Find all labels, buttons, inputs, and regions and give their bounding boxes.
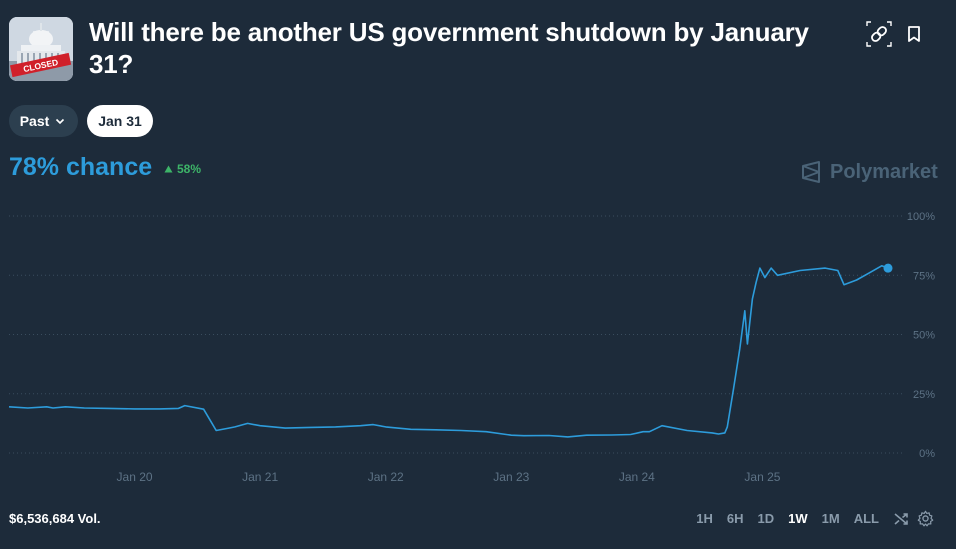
bookmark-button[interactable] xyxy=(897,17,931,51)
bookmark-icon xyxy=(908,26,920,42)
y-tick-label: 100% xyxy=(907,211,935,223)
triangle-up-icon xyxy=(164,165,173,173)
range-all-button[interactable]: ALL xyxy=(853,511,879,526)
link-icon xyxy=(866,21,892,47)
chance-value: 78% chance xyxy=(9,153,153,181)
volume-label: $6,536,684 Vol. xyxy=(9,511,101,526)
x-tick-label: Jan 22 xyxy=(368,470,404,484)
range-1d-button[interactable]: 1D xyxy=(757,511,775,526)
chance-change-value: 58% xyxy=(177,162,202,176)
y-tick-label: 75% xyxy=(913,270,935,282)
latest-point xyxy=(883,263,893,273)
range-selector: 1H 6H 1D 1W 1M ALL xyxy=(689,509,934,528)
range-6h-button[interactable]: 6H xyxy=(726,511,744,526)
copy-link-button[interactable] xyxy=(862,17,896,51)
chance-change: 58% xyxy=(164,162,201,176)
x-tick-label: Jan 23 xyxy=(493,470,529,484)
settings-button[interactable] xyxy=(916,510,934,528)
x-tick-label: Jan 24 xyxy=(619,470,655,484)
capitol-image: CLOSED xyxy=(9,17,73,81)
x-tick-label: Jan 21 xyxy=(242,470,278,484)
past-label: Past xyxy=(19,113,50,129)
y-tick-label: 0% xyxy=(919,448,935,460)
brand-name: Polymarket xyxy=(830,160,938,183)
chance-series-line xyxy=(8,265,889,438)
date-pill-jan-31[interactable]: Jan 31 xyxy=(87,105,153,137)
range-1m-button[interactable]: 1M xyxy=(821,511,840,526)
y-tick-label: 25% xyxy=(913,389,935,401)
polymarket-logo-icon xyxy=(802,161,820,183)
shuffle-icon xyxy=(894,512,908,525)
range-1h-button[interactable]: 1H xyxy=(696,511,713,526)
price-chart: 100% 75% 50% 25% 0% Jan 20 Jan 21 Jan 22 Jan 23… xyxy=(8,211,935,484)
x-tick-label: Jan 25 xyxy=(744,470,780,484)
past-dropdown[interactable]: Past xyxy=(9,105,78,137)
page-title: Will there be another US government shut… xyxy=(89,17,809,79)
x-tick-label: Jan 20 xyxy=(117,470,153,484)
polymarket-watermark: Polymarket xyxy=(800,160,938,184)
shuffle-button[interactable] xyxy=(892,510,910,528)
gear-icon xyxy=(917,510,933,527)
y-tick-label: 50% xyxy=(913,330,935,342)
market-thumbnail: CLOSED xyxy=(9,17,73,81)
range-1w-button[interactable]: 1W xyxy=(788,511,808,526)
chevron-down-icon xyxy=(56,118,65,125)
